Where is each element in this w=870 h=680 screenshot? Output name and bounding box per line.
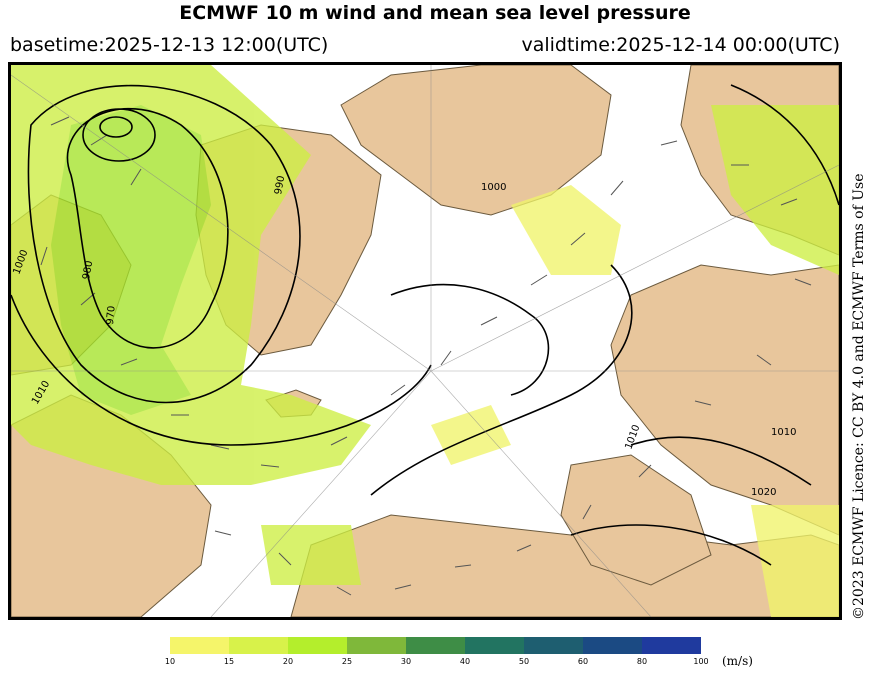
wind-band-atlantic-core (51, 105, 211, 415)
wind-band-barents (431, 405, 511, 465)
canadian-archipelago-landmass (340, 65, 612, 216)
isobar-1010-center (370, 264, 633, 496)
isobar-arctic (390, 283, 550, 396)
colorbar-segment (229, 637, 288, 654)
colorbar-segment (465, 637, 524, 654)
colorbar-tick-label: 50 (518, 657, 530, 666)
russia-south-landmass (560, 454, 712, 586)
isobars (11, 84, 839, 566)
colorbar-tick-label: 80 (636, 657, 648, 666)
colorbar-tick-label: 30 (400, 657, 412, 666)
isobar-1020-siberia (570, 524, 772, 566)
colorbar-segment (288, 637, 347, 654)
isobar-label-1020-south: 1020 (751, 487, 776, 498)
isobar-label-990: 990 (273, 175, 287, 196)
colorbar-tick-label: 25 (341, 657, 353, 666)
colorbar-tick-label: 10 (164, 657, 176, 666)
basetime-label: basetime:2025-12-13 12:00(UTC) (10, 34, 329, 56)
chart-title: ECMWF 10 m wind and mean sea level press… (179, 2, 691, 24)
wind-band-north-pacific (711, 105, 839, 275)
colorbar-tick-label: 15 (223, 657, 235, 666)
colorbar-segment (170, 637, 229, 654)
colorbar-segment (583, 637, 642, 654)
colorbar-ticks: 10 15 20 25 30 40 50 60 80 100 (165, 657, 730, 669)
wind-vectors (40, 116, 812, 596)
wind-band-siberia (261, 525, 361, 585)
wind-band-east (751, 505, 839, 617)
colorbar-tick-label: 60 (577, 657, 589, 666)
isobar-label-980: 980 (81, 260, 95, 281)
colorbar-unit: (m/s) (722, 654, 753, 668)
colorbar-tick-label: 100 (693, 657, 709, 666)
isobar-label-1000-north: 1000 (481, 182, 506, 193)
isobar-pacific (730, 84, 839, 206)
pressure-wind-map: 1000 980 970 990 1000 1010 1010 1010 102… (11, 65, 839, 617)
colorbar-tick-label: 20 (282, 657, 294, 666)
wind-band-bering (511, 185, 621, 275)
isobar-980 (66, 107, 229, 349)
isobar-low-center (99, 116, 133, 138)
wind-speed-shading (11, 65, 839, 617)
colorbar-segment (406, 637, 465, 654)
colorbar-segment (524, 637, 583, 654)
wind-speed-colorbar (170, 637, 701, 654)
validtime-label: validtime:2025-12-14 00:00(UTC) (521, 34, 840, 56)
isobar-1010-east (630, 436, 812, 486)
colorbar-segment (347, 637, 406, 654)
license-text: ©2023 ECMWF Licence: CC BY 4.0 and ECMWF… (851, 173, 867, 621)
isobar-label-1010-east: 1010 (771, 427, 796, 438)
isobar-1010-north (11, 294, 432, 446)
graticule (11, 65, 839, 617)
siberia-landmass (290, 514, 839, 617)
map-panel: 1000 980 970 990 1000 1010 1010 1010 102… (8, 62, 842, 620)
isobar-1000 (27, 84, 301, 404)
isobar-label-970: 970 (105, 305, 118, 325)
colorbar-segment (642, 637, 701, 654)
colorbar-tick-label: 40 (459, 657, 471, 666)
